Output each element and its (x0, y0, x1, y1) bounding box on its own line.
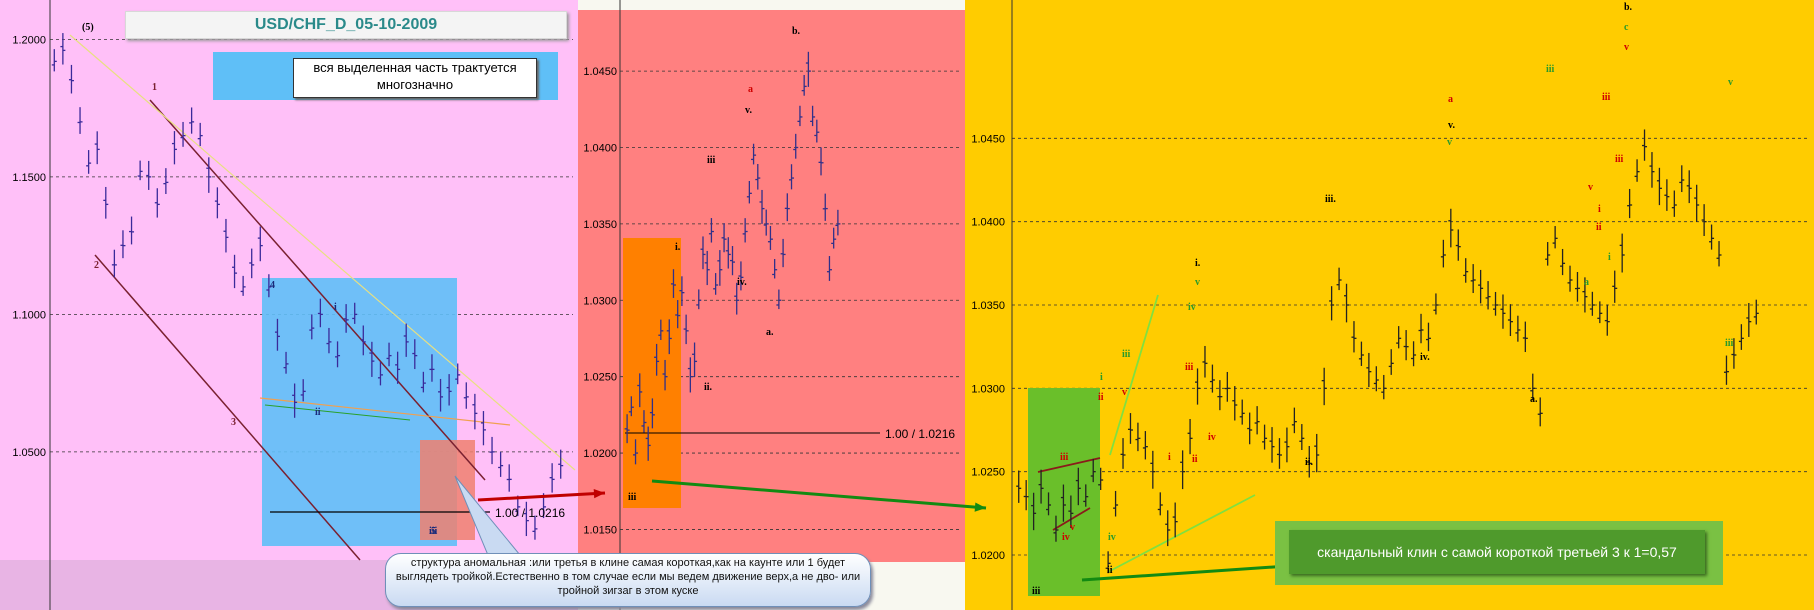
wave-label: iv (1208, 432, 1216, 443)
wedge-note-text: скандальный клин с самой короткой третье… (1289, 530, 1705, 574)
y-tick-label: 1.0350 (971, 300, 1005, 312)
wave-label: b. (792, 26, 801, 37)
level-label: 1.00 / 1.0216 (885, 427, 955, 441)
wave-label: v (1624, 42, 1629, 53)
wave-label: 1 (152, 82, 157, 93)
wave-label: i (1168, 452, 1171, 463)
wave-label: a (748, 84, 753, 95)
wave-label: ii (1098, 392, 1104, 403)
trend-line-green (1107, 494, 1256, 573)
arrows-layer (454, 475, 1289, 582)
trend-line-green (1109, 294, 1159, 456)
y-tick-label: 1.0250 (583, 372, 617, 384)
y-tick-label: 1.0450 (971, 133, 1005, 145)
wave-label: a. (1530, 394, 1538, 405)
y-tick-label: 1.0500 (12, 447, 46, 459)
wave-label: v (1122, 387, 1127, 398)
wave-label: iii (1615, 154, 1624, 165)
wave-label: 2 (94, 260, 99, 271)
green-arrow (1081, 564, 1289, 582)
wave-label: a (1448, 94, 1453, 105)
wave-label: iv (1108, 532, 1116, 543)
wave-label: i. (675, 242, 681, 253)
wave-label: ii (315, 407, 321, 418)
y-tick-label: 1.0350 (583, 219, 617, 231)
wave-label: iii (429, 526, 438, 537)
chart-title: USD/CHF_D_05-10-2009 (125, 11, 567, 39)
green-arrow-head (974, 502, 986, 512)
wave-label: iii (1060, 452, 1069, 463)
wave-label: c (1624, 22, 1629, 33)
wave-label: ii (1192, 454, 1198, 465)
channel-lower-line (94, 254, 361, 561)
wave-label: ii. (704, 382, 713, 393)
wedge-note: скандальный клин с самой короткой третье… (1275, 521, 1723, 585)
y-tick-label: 1.0200 (971, 550, 1005, 562)
y-tick-label: 1.0200 (583, 448, 617, 460)
green-arrow (651, 479, 987, 510)
y-tick-label: 1.2000 (12, 34, 46, 46)
red-arrow-head (593, 488, 605, 499)
wave-label: iii (628, 492, 637, 503)
wave-label: iv (1062, 532, 1070, 543)
wave-label: v (1195, 277, 1200, 288)
red-arrow (477, 491, 606, 502)
orange-region-box (623, 238, 681, 508)
wave-label: ii (1107, 565, 1113, 576)
wave-label: ii (1596, 222, 1602, 233)
y-tick-label: 1.1000 (12, 309, 46, 321)
wave-label: b. (1624, 2, 1633, 13)
trend-line-green (264, 404, 411, 421)
wave-label: iv (1188, 302, 1196, 313)
wave-label: a (1584, 277, 1589, 288)
y-tick-label: 1.1500 (12, 172, 46, 184)
ambiguous-section-note: вся выделенная часть трактуется многозна… (213, 52, 558, 100)
y-tick-label: 1.0300 (583, 295, 617, 307)
y-tick-label: 1.0400 (971, 217, 1005, 229)
structure-callout: структура аномальная :или третья в клине… (385, 553, 871, 607)
y-tick-label: 1.0250 (971, 467, 1005, 479)
wave-label: v. (745, 105, 752, 116)
ambiguous-section-note-text: вся выделенная часть трактуется многозна… (293, 58, 537, 98)
wave-label: ii. (1305, 457, 1314, 468)
wave-label: i (1100, 372, 1103, 383)
wave-label: (5) (82, 22, 94, 33)
trend-line-yellow (69, 34, 576, 471)
wave-label: v (1588, 182, 1593, 193)
wave-label: i (1598, 204, 1601, 215)
y-tick-label: 1.0450 (583, 66, 617, 78)
wave-label: v (1728, 77, 1733, 88)
wave-label: iii. (1325, 194, 1336, 205)
wave-label: iii (707, 155, 716, 166)
wave-label: 5 (431, 526, 436, 537)
wave-label: iv. (737, 277, 747, 288)
wave-label: i (1608, 252, 1611, 263)
y-tick-label: 1.0300 (971, 383, 1005, 395)
level-label: 1.00 / 1.0216 (495, 506, 565, 520)
wedge-upper-line (1037, 457, 1101, 473)
wave-label: iii (1122, 349, 1131, 360)
wave-label: iii (1185, 362, 1194, 373)
wave-label: i. (1195, 258, 1201, 269)
wave-label: iii (1725, 338, 1734, 349)
wave-label: v. (1448, 120, 1455, 131)
trend-line-orange (259, 397, 511, 426)
wave-label: 3 (231, 417, 236, 428)
wave-label: iii (1602, 92, 1611, 103)
y-tick-label: 1.0400 (583, 143, 617, 155)
middle-panel: 1.0450 1.0400 1.0350 1.0300 1.0250 1.0200 1.01… (578, 0, 965, 610)
wave-label: v (1070, 522, 1075, 533)
wave-label: v (1447, 137, 1452, 148)
wave-label: a. (766, 327, 774, 338)
wave-label: i (334, 302, 337, 313)
right-panel: 1.04501.04001.03501.03001.02501.0200b.cv… (965, 0, 1814, 610)
wave-label: 4 (270, 280, 275, 291)
wave-label: iii (1032, 586, 1041, 597)
wave-label: iii (1546, 64, 1555, 75)
y-tick-label: 1.0150 (583, 524, 617, 536)
wave-label: iv. (1420, 352, 1430, 363)
